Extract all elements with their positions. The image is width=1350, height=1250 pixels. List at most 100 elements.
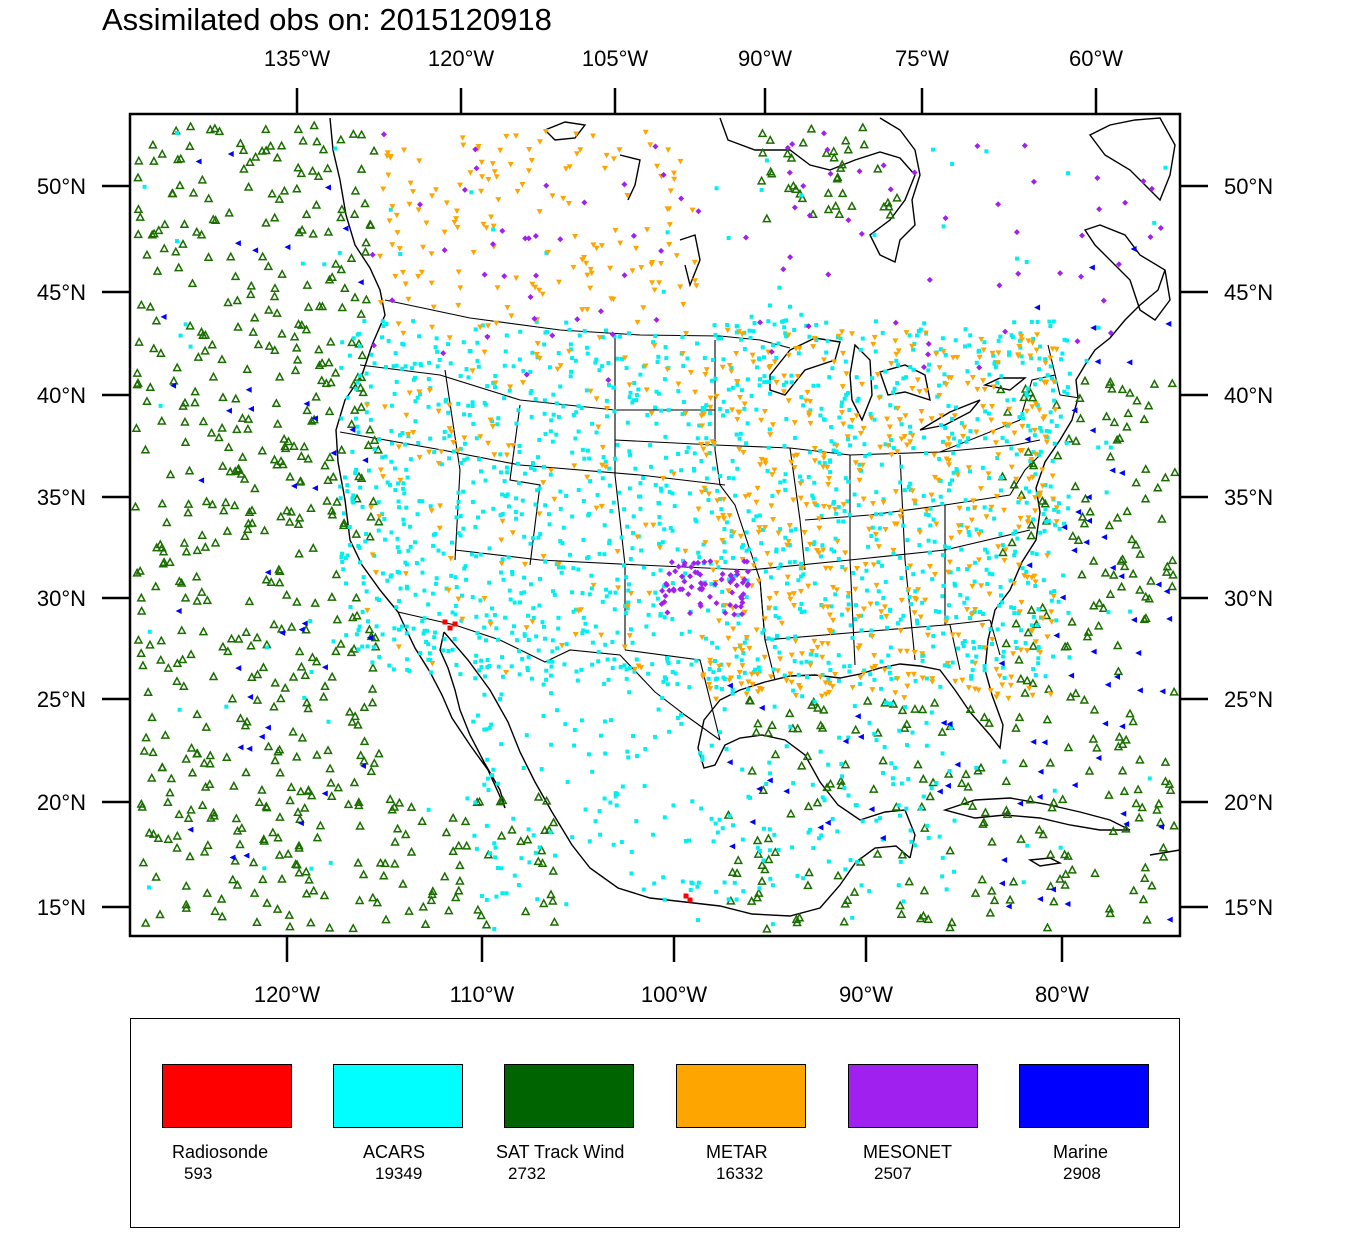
mesonet-marker: [522, 235, 529, 242]
acars-marker: [550, 659, 555, 664]
metar-marker: [503, 133, 510, 140]
acars-marker: [817, 460, 822, 465]
acars-marker: [965, 653, 970, 658]
marine-marker: [842, 738, 849, 745]
sat-wind-marker: [440, 871, 450, 881]
sat-wind-marker: [348, 129, 359, 138]
sat-wind-marker: [323, 745, 333, 755]
acars-marker: [826, 660, 831, 665]
sat-wind-marker: [303, 453, 313, 463]
acars-marker: [534, 634, 539, 639]
marine-marker: [1088, 264, 1095, 271]
acars-marker: [1043, 357, 1048, 362]
acars-marker: [722, 677, 727, 682]
sat-wind-marker: [1105, 451, 1116, 461]
acars-marker: [814, 322, 819, 327]
sat-wind-marker: [1167, 555, 1178, 565]
acars-marker: [950, 431, 955, 436]
sat-wind-marker: [1128, 716, 1138, 726]
acars-marker: [437, 357, 442, 362]
metar-marker: [1029, 692, 1036, 699]
sat-wind-marker: [752, 835, 763, 845]
mesonet-marker: [976, 364, 983, 371]
acars-marker: [796, 672, 801, 677]
acars-marker: [987, 476, 992, 481]
acars-marker: [560, 541, 565, 546]
acars-marker: [459, 618, 464, 623]
legend-count: 2732: [508, 1164, 546, 1183]
acars-marker: [739, 337, 744, 342]
acars-marker: [623, 610, 628, 615]
sat-wind-marker: [299, 441, 310, 451]
acars-marker: [396, 481, 401, 486]
acars-marker: [720, 826, 725, 831]
metar-marker: [491, 452, 498, 458]
sat-wind-marker: [313, 171, 324, 180]
metar-marker: [871, 334, 878, 341]
metar-marker: [904, 683, 911, 690]
marine-marker: [1166, 916, 1173, 923]
acars-marker: [420, 618, 425, 623]
acars-marker: [458, 374, 463, 379]
acars-marker: [519, 591, 524, 596]
sat-wind-marker: [1168, 569, 1178, 579]
acars-marker: [498, 452, 503, 457]
metar-marker: [513, 275, 520, 281]
sat-wind-marker: [496, 830, 507, 840]
metar-marker: [1029, 628, 1036, 634]
acars-marker: [754, 407, 759, 412]
sat-wind-marker: [266, 577, 276, 586]
sat-wind-marker: [147, 712, 157, 722]
acars-marker: [479, 658, 484, 663]
acars-marker: [819, 406, 824, 411]
acars-marker: [623, 575, 628, 580]
acars-marker: [490, 773, 495, 778]
mesonet-marker: [996, 282, 1003, 289]
metar-marker: [648, 410, 655, 417]
legend-count: 2507: [874, 1164, 912, 1183]
acars-marker: [569, 369, 574, 374]
metar-marker: [650, 522, 657, 529]
acars-marker: [675, 547, 680, 552]
acars-marker: [883, 579, 888, 584]
acars-marker: [1038, 426, 1043, 431]
metar-marker: [788, 679, 795, 686]
sat-wind-marker: [172, 842, 182, 852]
sat-wind-marker: [1075, 413, 1086, 423]
marine-marker: [1165, 320, 1172, 327]
acars-marker: [828, 668, 833, 673]
sat-wind-marker: [1141, 613, 1151, 622]
acars-marker: [1035, 403, 1040, 408]
sat-wind-marker: [1092, 742, 1102, 752]
sat-wind-marker: [1045, 849, 1056, 859]
sat-wind-marker: [205, 758, 215, 768]
sat-wind-marker: [243, 181, 254, 191]
sat-wind-marker: [206, 812, 216, 822]
acars-marker: [1002, 759, 1007, 764]
acars-marker: [782, 673, 787, 678]
acars-marker: [915, 333, 920, 338]
mesonet-marker: [416, 201, 423, 208]
sat-wind-marker: [1089, 704, 1100, 714]
metar-marker: [990, 384, 997, 390]
sat-wind-marker: [352, 493, 362, 503]
mesonet-marker: [658, 247, 665, 254]
marine-marker: [1102, 720, 1109, 727]
metar-marker: [871, 653, 878, 659]
metar-marker: [768, 503, 775, 509]
sat-wind-marker: [1149, 379, 1160, 388]
metar-marker: [642, 522, 649, 529]
metar-marker: [455, 596, 462, 603]
acars-marker: [981, 612, 986, 617]
acars-marker: [977, 645, 982, 650]
metar-marker: [842, 550, 849, 556]
acars-marker: [662, 377, 667, 382]
acars-marker: [735, 466, 740, 471]
metar-marker: [1006, 406, 1013, 413]
acars-marker: [687, 838, 692, 843]
sat-wind-marker: [186, 742, 197, 752]
acars-marker: [597, 368, 602, 373]
sat-wind-marker: [322, 163, 333, 173]
acars-marker: [917, 543, 922, 548]
metar-marker: [714, 498, 721, 504]
